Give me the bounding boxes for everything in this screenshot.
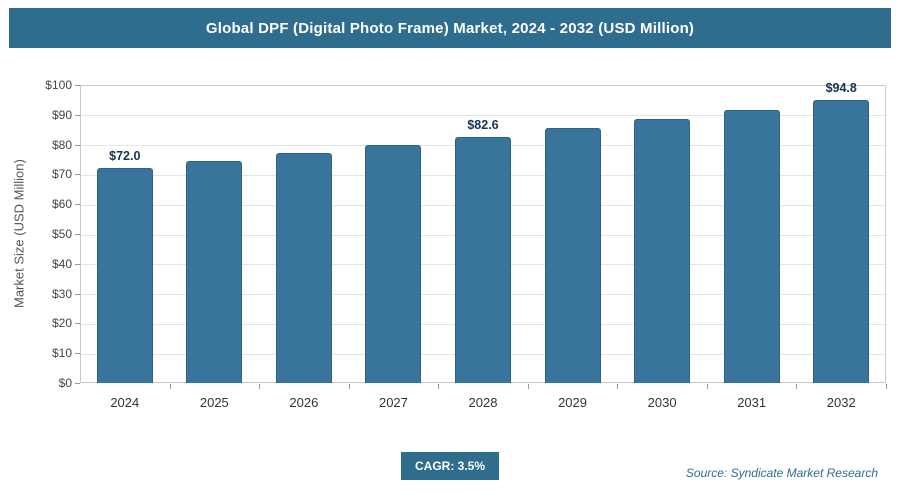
x-axis-tick <box>706 384 708 389</box>
bar-value-label: $94.8 <box>825 81 857 96</box>
y-tick-label: $20 <box>51 316 72 331</box>
x-axis-label-2027: 2027 <box>378 395 408 410</box>
x-axis-tick <box>169 384 171 389</box>
x-axis-label-2028: 2028 <box>468 395 498 410</box>
x-axis-tick <box>886 384 887 389</box>
x-axis-label-2030: 2030 <box>647 395 677 410</box>
bar-2030 <box>634 119 691 383</box>
y-axis-tick <box>75 263 80 265</box>
bar-2031 <box>723 110 780 383</box>
y-axis-tick <box>75 144 80 146</box>
x-axis-label-2026: 2026 <box>289 395 319 410</box>
y-axis-tick <box>75 114 80 116</box>
y-axis-tick <box>75 323 80 325</box>
x-axis-tick <box>438 384 440 389</box>
cagr-badge: CAGR: 3.5% <box>400 452 500 480</box>
x-axis-label-2029: 2029 <box>558 395 587 410</box>
bar-2026 <box>275 153 332 383</box>
y-axis-tick <box>75 383 80 384</box>
bar-2029 <box>544 128 601 383</box>
chart-title: Global DPF (Digital Photo Frame) Market,… <box>9 8 891 48</box>
y-tick-label: $60 <box>51 197 72 212</box>
y-axis-tick <box>75 174 80 176</box>
x-axis-tick <box>527 384 529 389</box>
bar-2028 <box>455 136 511 383</box>
y-tick-label: $80 <box>51 137 72 152</box>
x-axis-tick <box>348 384 350 389</box>
y-axis-tick <box>75 293 80 295</box>
y-tick-label: $100 <box>45 78 72 92</box>
y-tick-label: $70 <box>51 167 72 182</box>
y-tick-label: $0 <box>58 376 72 390</box>
bar-value-label: $82.6 <box>467 117 499 132</box>
y-axis-tick <box>75 234 80 235</box>
y-axis-tick <box>75 204 80 206</box>
bar-2024 <box>96 168 153 383</box>
y-axis-tick <box>75 353 80 355</box>
y-tick-label: $90 <box>51 107 72 122</box>
y-axis-title: Market Size (USD Million) <box>11 159 27 309</box>
bar-2025 <box>186 160 243 383</box>
x-axis-label-2032: 2032 <box>826 395 856 410</box>
y-axis-tick <box>75 85 80 86</box>
bar-2027 <box>365 145 422 383</box>
y-tick-label: $40 <box>51 256 72 271</box>
y-tick-label: $50 <box>51 227 72 241</box>
y-tick-label: $30 <box>51 286 72 301</box>
y-tick-label: $10 <box>51 346 72 361</box>
bar-2032 <box>813 100 870 383</box>
x-axis-label-2031: 2031 <box>737 395 767 410</box>
x-axis-tick <box>617 384 619 389</box>
gridline <box>81 115 885 117</box>
x-axis-tick <box>796 384 798 389</box>
x-axis-label-2025: 2025 <box>199 395 229 410</box>
source-note: Source: Syndicate Market Research <box>685 466 878 480</box>
bar-value-label: $72.0 <box>109 149 141 164</box>
x-axis-label-2024: 2024 <box>110 395 140 410</box>
x-axis-tick <box>259 384 261 389</box>
